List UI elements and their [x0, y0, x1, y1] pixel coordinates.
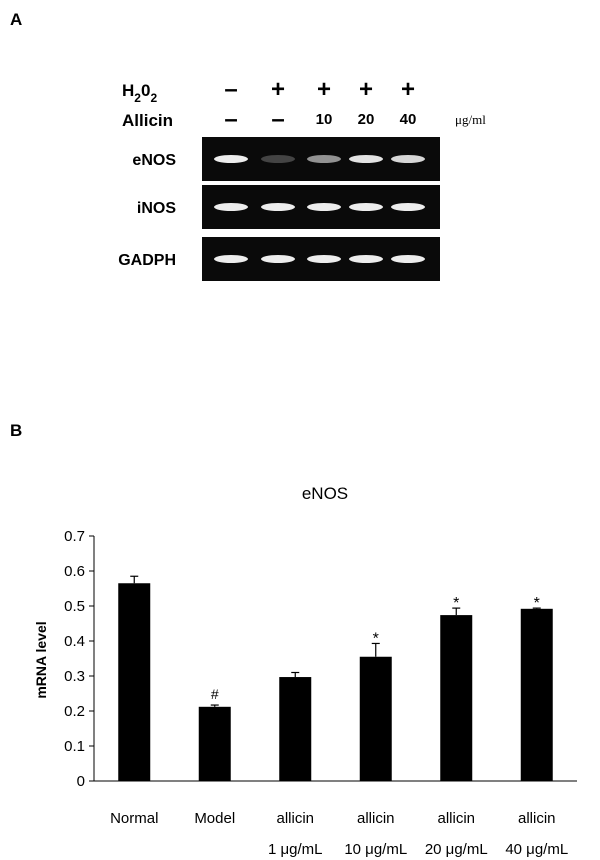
- allicin-lane-4: 20: [358, 111, 375, 128]
- h2o2-lane-3: +: [317, 76, 331, 103]
- y-tick-label: 0.6: [64, 563, 85, 580]
- gel-band: [391, 155, 425, 163]
- allicin-lane-5: 40: [400, 111, 417, 128]
- y-tick-label: 0.1: [64, 738, 85, 755]
- y-tick-label: 0: [77, 773, 85, 790]
- x-tick-label: allicin: [437, 810, 475, 827]
- y-tick-label: 0.2: [64, 703, 85, 720]
- h2o2-lane-5: +: [401, 76, 415, 103]
- bar: [440, 615, 473, 781]
- allicin-lane-2: –: [271, 106, 284, 133]
- western-blot-figure: H202 Allicin – + + + + – – 10 20 40 μg/ml eNOS iN…: [118, 76, 486, 281]
- x-tick-label: allicin: [276, 810, 314, 827]
- allicin-lane-1: –: [224, 106, 237, 133]
- gel-band: [349, 155, 383, 163]
- bar: [198, 706, 231, 781]
- gene-label: eNOS: [132, 152, 176, 169]
- significance-marker: *: [453, 595, 459, 612]
- significance-marker: *: [373, 630, 379, 647]
- enos-bar-chart: eNOS mRNA level 0 0.1 0.2 0.3 0.4 0.5 0.6 0.7 #…: [33, 484, 577, 858]
- gel-band: [214, 203, 248, 211]
- gel-band: [261, 255, 295, 263]
- gel-band: [261, 203, 295, 211]
- allicin-label: Allicin: [122, 111, 173, 130]
- x-tick-sublabel: 20 μg/mL: [425, 841, 488, 858]
- gel-band: [307, 155, 341, 163]
- x-tick-sublabel: 10 μg/mL: [344, 841, 407, 858]
- significance-marker: *: [534, 595, 540, 612]
- gel-band: [214, 255, 248, 263]
- gel-band: [391, 255, 425, 263]
- h2o2-lane-1: –: [224, 76, 237, 103]
- h2o2-label: H202: [122, 81, 157, 105]
- chart-title: eNOS: [302, 484, 348, 503]
- gel-band: [349, 255, 383, 263]
- y-tick-label: 0.7: [64, 528, 85, 545]
- gel-rows: eNOS iNOS GADPH: [118, 137, 440, 281]
- y-tick-label: 0.3: [64, 668, 85, 685]
- bar: [279, 677, 312, 781]
- x-axis-labels: Normal Model allicin 1 μg/mL allicin 10 μg/mL…: [110, 810, 568, 858]
- gel-band: [307, 203, 341, 211]
- bar: [520, 608, 553, 781]
- gene-label: iNOS: [137, 200, 176, 217]
- allicin-lane-3: 10: [316, 111, 333, 128]
- x-tick-label: allicin: [518, 810, 556, 827]
- bar: [118, 583, 151, 781]
- allicin-lane-markers: – – 10 20 40: [224, 106, 416, 133]
- significance-marker: #: [211, 686, 219, 702]
- panel-b-label: B: [10, 421, 23, 440]
- x-tick-label: Normal: [110, 810, 158, 827]
- h2o2-lane-markers: – + + + +: [224, 76, 415, 103]
- gel-band: [307, 255, 341, 263]
- x-tick-sublabel: 1 μg/mL: [268, 841, 323, 858]
- y-tick-label: 0.5: [64, 598, 85, 615]
- bar: [359, 656, 392, 781]
- y-tick-label: 0.4: [64, 633, 85, 650]
- allicin-unit: μg/ml: [455, 112, 486, 127]
- bars: # * * *: [118, 575, 553, 781]
- gene-label: GADPH: [118, 252, 176, 269]
- x-tick-label: Model: [194, 810, 235, 827]
- x-tick-sublabel: 40 μg/mL: [505, 841, 568, 858]
- y-axis-label: mRNA level: [33, 621, 49, 698]
- gel-band: [349, 203, 383, 211]
- h2o2-lane-4: +: [359, 76, 373, 103]
- panel-a-label: A: [10, 10, 23, 29]
- x-tick-label: allicin: [357, 810, 395, 827]
- gel-band: [214, 155, 248, 163]
- y-axis-ticks: 0 0.1 0.2 0.3 0.4 0.5 0.6 0.7: [64, 528, 94, 790]
- h2o2-lane-2: +: [271, 76, 285, 103]
- gel-band: [261, 155, 295, 163]
- gel-band: [391, 203, 425, 211]
